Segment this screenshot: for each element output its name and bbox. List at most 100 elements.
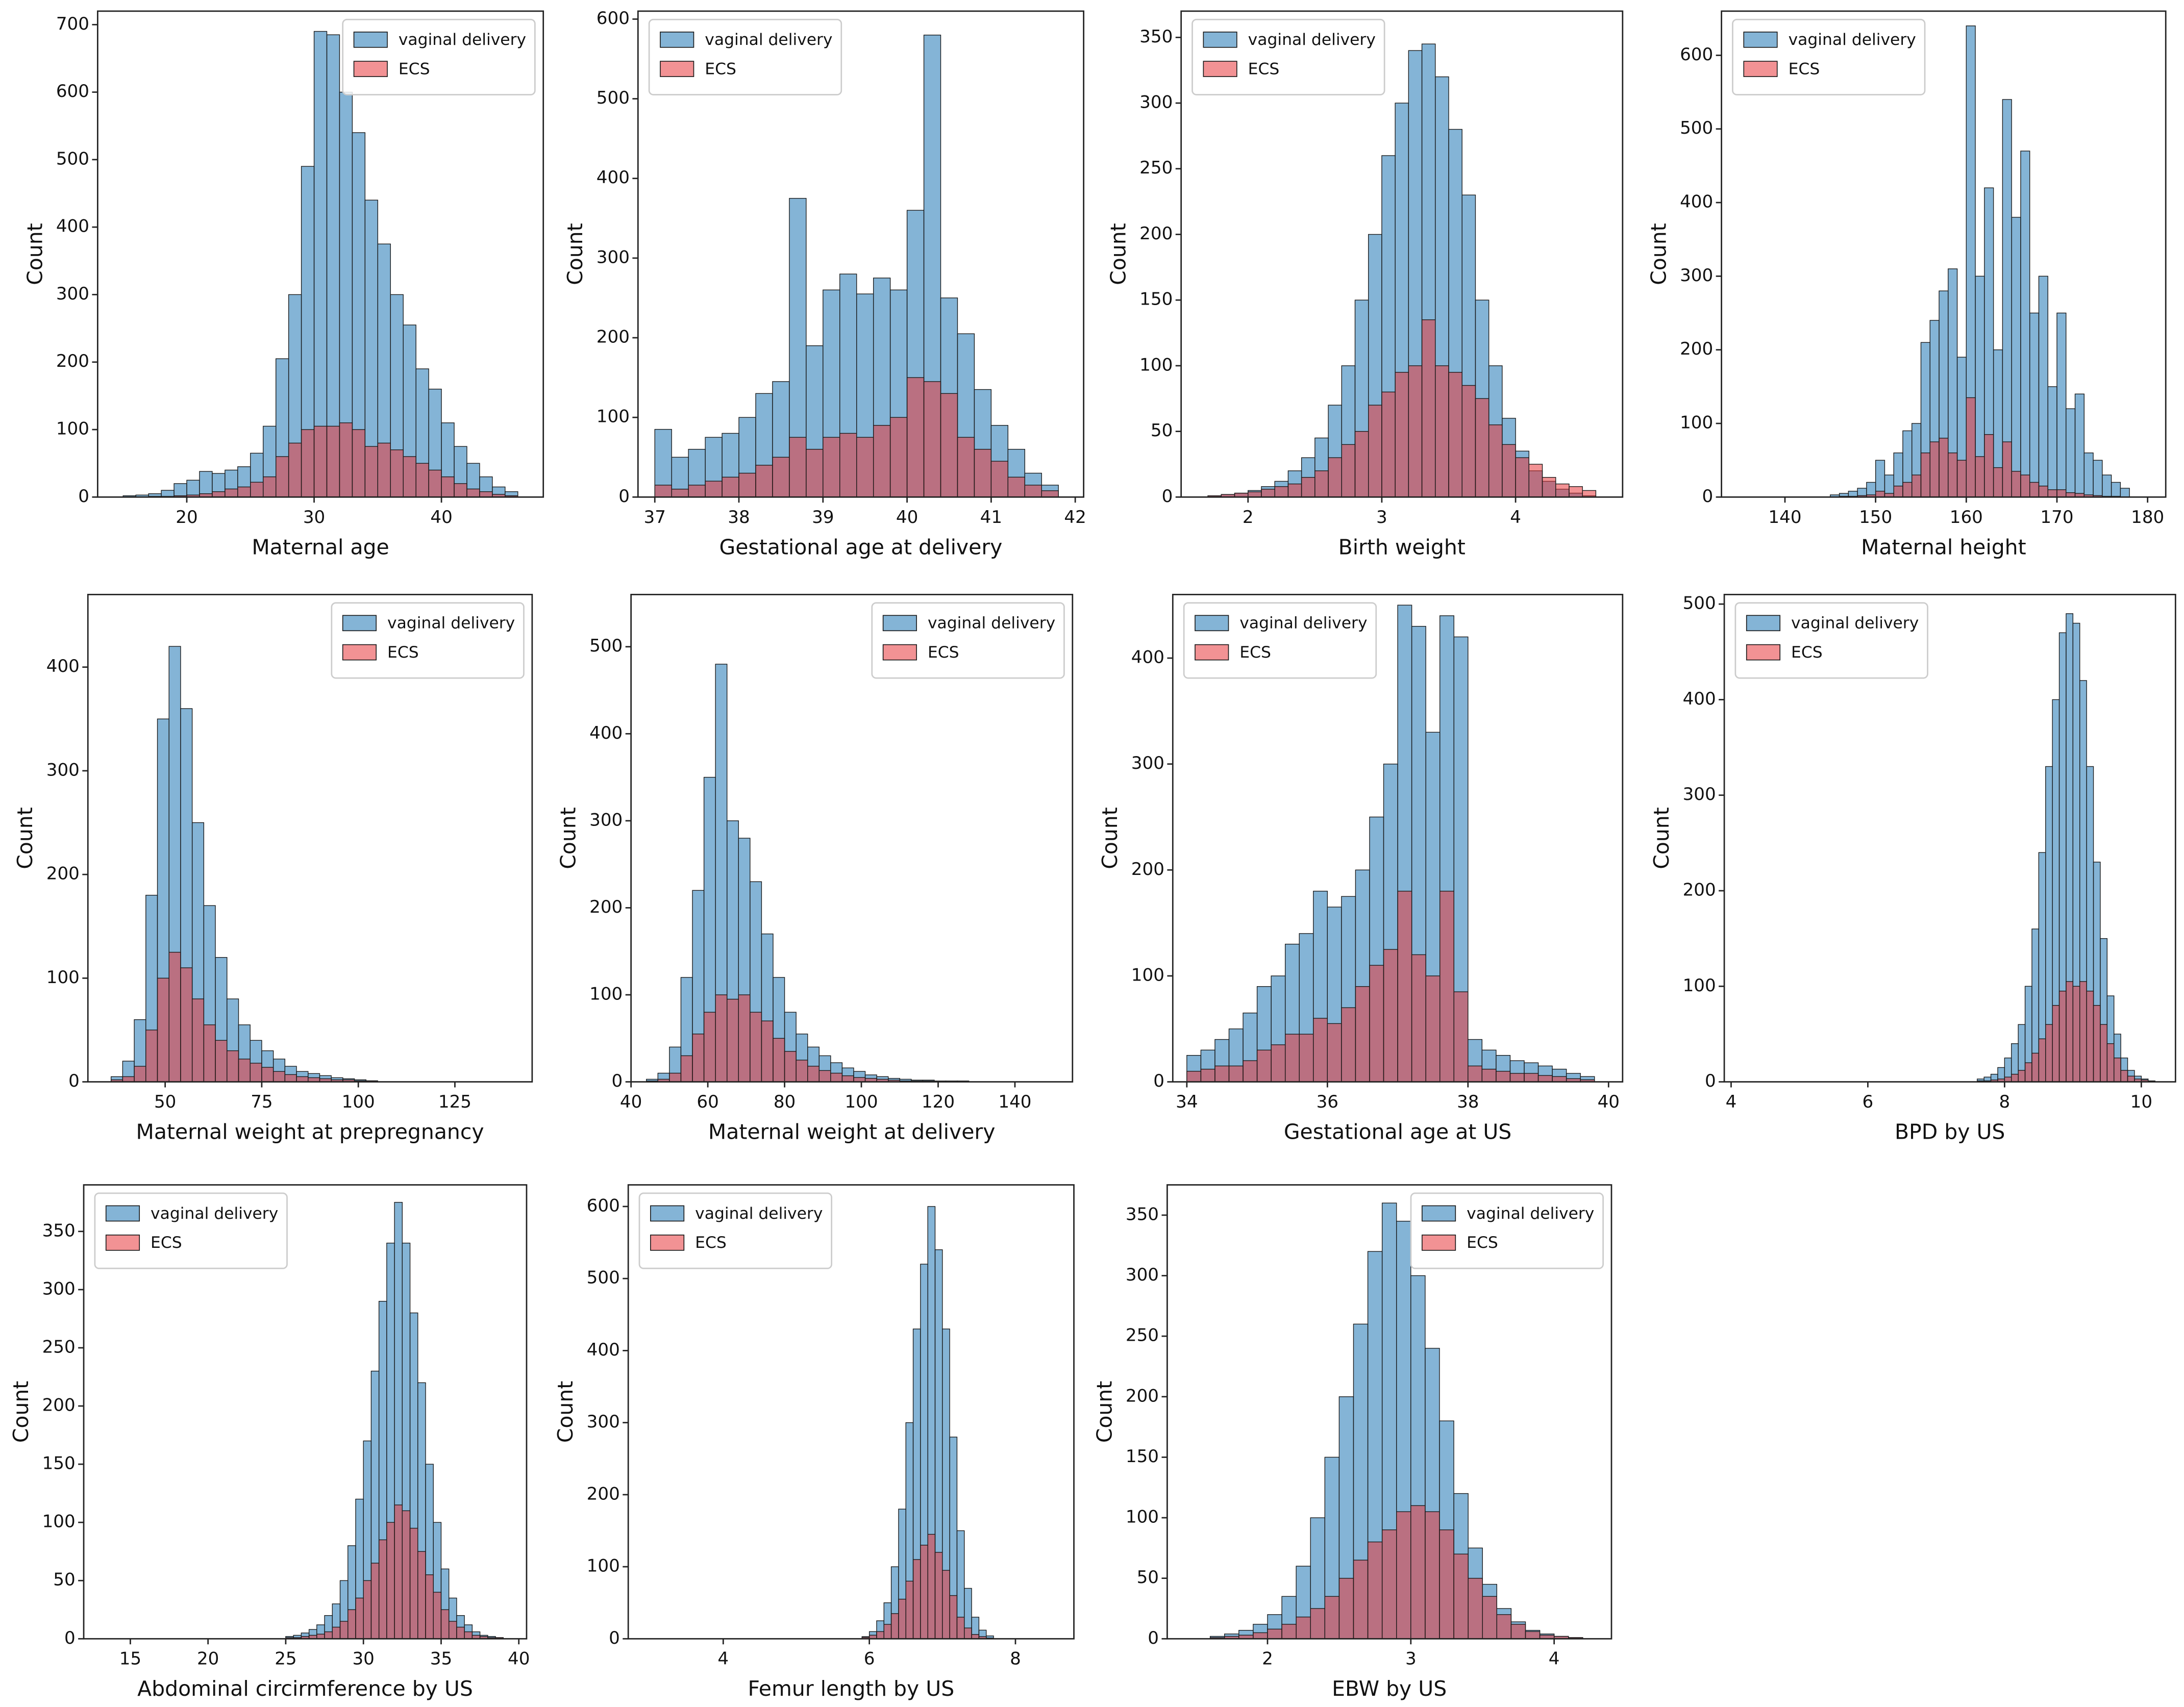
- y-axis-label: Count: [563, 223, 587, 285]
- bar: [2002, 99, 2012, 498]
- bar: [2106, 1043, 2115, 1083]
- x-tick-label: 42: [1064, 507, 1086, 528]
- legend-label: ECS: [151, 1234, 182, 1252]
- bar: [377, 442, 391, 498]
- y-tick-label: 250: [42, 1337, 76, 1357]
- legend-label: vaginal delivery: [1467, 1204, 1594, 1223]
- bar: [199, 471, 213, 498]
- y-tick-label: 400: [1131, 647, 1164, 667]
- bar: [454, 483, 467, 498]
- y-axis-label: Count: [1092, 1381, 1116, 1443]
- bar: [288, 442, 302, 498]
- bar: [1440, 891, 1454, 1083]
- bar: [237, 486, 251, 498]
- bar: [692, 1034, 705, 1083]
- y-tick-label: 200: [589, 897, 623, 917]
- y-tick-label: 200: [1683, 880, 1716, 900]
- bar: [1395, 372, 1409, 498]
- bar: [250, 1063, 262, 1083]
- bar: [2056, 489, 2067, 498]
- y-tick-label: 200: [56, 351, 89, 371]
- bar: [1355, 986, 1370, 1083]
- legend-frame: [1192, 18, 1385, 95]
- bar: [2047, 386, 2057, 498]
- y-tick-label: 300: [1680, 265, 1713, 286]
- legend-label: ECS: [1248, 60, 1280, 78]
- bar: [856, 437, 874, 498]
- bar: [1381, 1529, 1397, 1639]
- bar: [180, 967, 193, 1083]
- bar: [883, 1624, 892, 1639]
- y-axis-label: Count: [553, 1381, 578, 1443]
- bar: [1948, 453, 1958, 498]
- bar: [2079, 981, 2087, 1083]
- bar: [727, 998, 739, 1083]
- y-tick-label: 0: [609, 1628, 620, 1648]
- bar: [394, 1504, 403, 1639]
- y-tick-label: 400: [597, 167, 630, 188]
- y-tick-label: 300: [1683, 784, 1716, 805]
- bar: [957, 437, 975, 498]
- x-axis-label: EBW by US: [1332, 1676, 1447, 1701]
- x-tick-label: 20: [176, 507, 197, 528]
- y-tick-label: 300: [589, 810, 623, 830]
- x-tick-label: 8: [1999, 1092, 2011, 1112]
- bar: [456, 1626, 465, 1639]
- bar: [1313, 1018, 1328, 1083]
- legend-frame: [1183, 602, 1377, 679]
- x-axis-label: Birth weight: [1338, 535, 1466, 559]
- bar: [1552, 1076, 1567, 1083]
- y-tick-label: 300: [1139, 92, 1173, 113]
- bar: [1007, 476, 1025, 498]
- bar: [1214, 1065, 1230, 1083]
- bar: [755, 465, 773, 498]
- bar: [1453, 1553, 1469, 1639]
- bar: [2056, 312, 2067, 498]
- y-axis-label: Count: [556, 807, 581, 869]
- bar: [1368, 405, 1382, 498]
- y-tick-label: 500: [1683, 593, 1716, 614]
- legend-label: vaginal delivery: [399, 31, 526, 49]
- y-tick-label: 600: [56, 81, 89, 102]
- bar: [830, 1072, 843, 1083]
- bar: [1525, 1631, 1541, 1639]
- bar: [1939, 438, 1949, 498]
- chart: 40 60 80 100 120 140 0 100 200 300 400 500 Maternal …: [556, 594, 1074, 1144]
- bar: [1284, 1034, 1300, 1083]
- y-tick-label: 300: [42, 1278, 76, 1299]
- bar: [2086, 990, 2094, 1083]
- bar: [324, 1631, 333, 1639]
- bar: [145, 1030, 158, 1083]
- legend: vaginal delivery ECS: [871, 602, 1065, 679]
- bar: [1281, 1624, 1297, 1639]
- bar: [2066, 981, 2074, 1083]
- bar: [722, 476, 739, 498]
- y-axis-label: Count: [13, 807, 37, 869]
- bar: [1299, 1034, 1314, 1083]
- legend-frame: [94, 1192, 288, 1269]
- x-tick-label: 60: [697, 1092, 718, 1112]
- x-tick-label: 3: [1376, 507, 1387, 528]
- bar: [772, 457, 790, 498]
- legend-swatch: [1195, 615, 1229, 632]
- bar: [1354, 431, 1369, 498]
- plot-frame: [1167, 1184, 1612, 1640]
- bar: [934, 1552, 943, 1639]
- y-tick-label: 300: [46, 760, 80, 780]
- bar: [1569, 486, 1583, 498]
- bar: [440, 1609, 450, 1639]
- bar: [1453, 991, 1469, 1083]
- bar: [339, 422, 353, 498]
- bar: [1893, 485, 1903, 498]
- y-tick-label: 600: [587, 1195, 620, 1216]
- y-tick-label: 50: [1137, 1567, 1159, 1588]
- x-tick-label: 38: [1457, 1092, 1479, 1112]
- bar: [386, 1522, 395, 1639]
- y-tick-label: 350: [1139, 27, 1173, 47]
- bar: [654, 485, 672, 498]
- bar: [1341, 1007, 1356, 1083]
- bar: [889, 417, 908, 498]
- legend-swatch: [882, 644, 917, 661]
- bar: [1338, 1577, 1354, 1639]
- bar: [688, 485, 706, 498]
